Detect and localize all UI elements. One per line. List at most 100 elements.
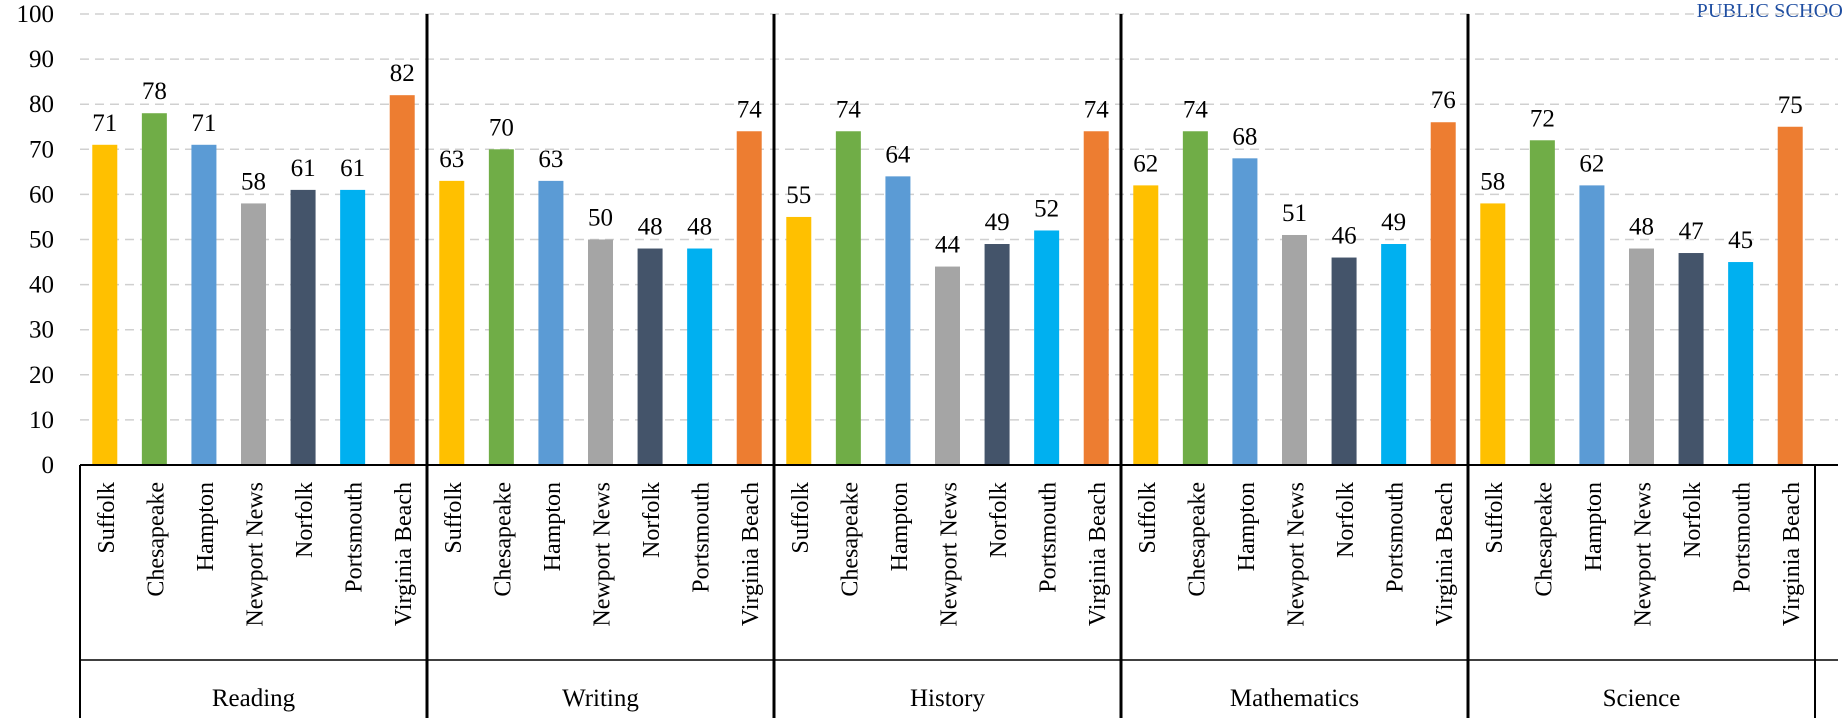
bar xyxy=(1579,185,1605,465)
corner-label: PUBLIC SCHOO xyxy=(1696,0,1843,22)
category-label: Hampton xyxy=(1234,482,1260,571)
category-label: Suffolk xyxy=(94,482,120,554)
category-label: Chesapeake xyxy=(143,482,169,597)
data-label: 82 xyxy=(390,60,415,87)
data-label: 62 xyxy=(1133,150,1158,177)
data-label: 47 xyxy=(1679,218,1704,245)
data-label: 70 xyxy=(489,114,514,141)
data-label: 72 xyxy=(1530,105,1555,132)
bar xyxy=(340,189,366,465)
category-label: Virginia Beach xyxy=(391,482,417,626)
data-label: 62 xyxy=(1579,150,1604,177)
bar xyxy=(1777,126,1803,465)
y-tick-label: 50 xyxy=(29,227,54,254)
data-label: 63 xyxy=(439,146,464,173)
category-label: Hampton xyxy=(887,482,913,571)
bar xyxy=(389,95,415,466)
category-label: Newport News xyxy=(937,482,963,627)
bar xyxy=(439,180,465,465)
category-label: Chesapeake xyxy=(490,482,516,597)
data-label: 64 xyxy=(885,141,911,168)
bar xyxy=(637,248,663,465)
data-label: 46 xyxy=(1332,223,1357,250)
group-label: Science xyxy=(1603,685,1681,712)
data-label: 78 xyxy=(142,78,167,105)
bar xyxy=(1629,248,1654,465)
bar xyxy=(1678,253,1704,465)
bar xyxy=(290,189,316,465)
category-label: Virginia Beach xyxy=(1779,482,1805,626)
y-tick-label: 60 xyxy=(29,181,54,208)
category-label: Portsmouth xyxy=(1383,482,1409,593)
bar xyxy=(885,176,911,466)
data-label: 74 xyxy=(1183,96,1209,123)
category-label: Chesapeake xyxy=(1184,482,1210,597)
category-label: Hampton xyxy=(193,482,219,571)
bar xyxy=(1282,234,1307,465)
bar xyxy=(1381,244,1407,465)
category-label: Norfolk xyxy=(986,482,1012,558)
category-label: Chesapeake xyxy=(837,482,863,597)
category-label: Norfolk xyxy=(1333,482,1359,558)
data-label: 75 xyxy=(1778,92,1803,119)
data-label: 52 xyxy=(1034,195,1059,222)
data-label: 58 xyxy=(241,168,266,195)
data-label: 63 xyxy=(538,146,563,173)
category-label: Newport News xyxy=(243,482,269,627)
category-label: Newport News xyxy=(590,482,616,627)
group-label: Writing xyxy=(562,685,639,712)
bar xyxy=(488,149,514,466)
category-labels: Suffolk Chesapeake Hampton Newport News Norf… xyxy=(94,482,1805,627)
y-tick-label: 40 xyxy=(29,272,54,299)
group-label: Mathematics xyxy=(1230,685,1359,712)
data-label: 71 xyxy=(92,110,117,137)
category-label: Hampton xyxy=(1581,482,1607,571)
data-label: 74 xyxy=(1084,96,1110,123)
data-label: 48 xyxy=(638,214,663,241)
data-label: 50 xyxy=(588,205,613,232)
data-label: 74 xyxy=(737,96,763,123)
category-label: Virginia Beach xyxy=(738,482,764,626)
y-tick-label: 20 xyxy=(29,362,54,389)
category-label: Newport News xyxy=(1284,482,1310,627)
bar xyxy=(1529,140,1555,465)
category-label: Portsmouth xyxy=(1036,482,1062,593)
data-label: 74 xyxy=(836,96,862,123)
category-label: Norfolk xyxy=(292,482,318,558)
data-label: 61 xyxy=(291,155,316,182)
y-tick-label: 10 xyxy=(29,407,54,434)
category-label: Portsmouth xyxy=(342,482,368,593)
bar xyxy=(786,216,812,465)
bar xyxy=(92,144,118,466)
y-tick-label: 30 xyxy=(29,317,54,344)
category-label: Suffolk xyxy=(1482,482,1508,554)
bar xyxy=(1232,158,1258,465)
data-label: 58 xyxy=(1480,168,1505,195)
category-label: Newport News xyxy=(1631,482,1657,627)
category-label: Virginia Beach xyxy=(1085,482,1111,626)
category-label: Suffolk xyxy=(441,482,467,554)
bar xyxy=(736,131,762,465)
category-label: Suffolk xyxy=(788,482,814,554)
y-axis-tick-labels: 0 10 20 30 40 50 60 70 80 90 100 xyxy=(17,1,55,479)
group-label: Reading xyxy=(212,685,296,712)
bar xyxy=(588,239,613,465)
bar xyxy=(1133,185,1159,465)
data-label: 49 xyxy=(985,209,1010,236)
category-label: Portsmouth xyxy=(689,482,715,593)
bar xyxy=(141,113,167,465)
bars xyxy=(92,95,1803,466)
bar xyxy=(984,244,1010,465)
data-label: 55 xyxy=(786,182,811,209)
y-tick-label: 100 xyxy=(17,1,55,28)
gridlines xyxy=(80,13,1838,421)
category-label: Chesapeake xyxy=(1531,482,1557,597)
bar xyxy=(538,180,564,465)
bar xyxy=(1728,262,1754,465)
category-label: Suffolk xyxy=(1135,482,1161,554)
data-label: 49 xyxy=(1381,209,1406,236)
bar xyxy=(1480,203,1506,466)
y-tick-label: 70 xyxy=(29,136,54,163)
bar xyxy=(835,131,861,465)
group-labels: Reading Writing History Mathematics Science xyxy=(212,685,1681,712)
